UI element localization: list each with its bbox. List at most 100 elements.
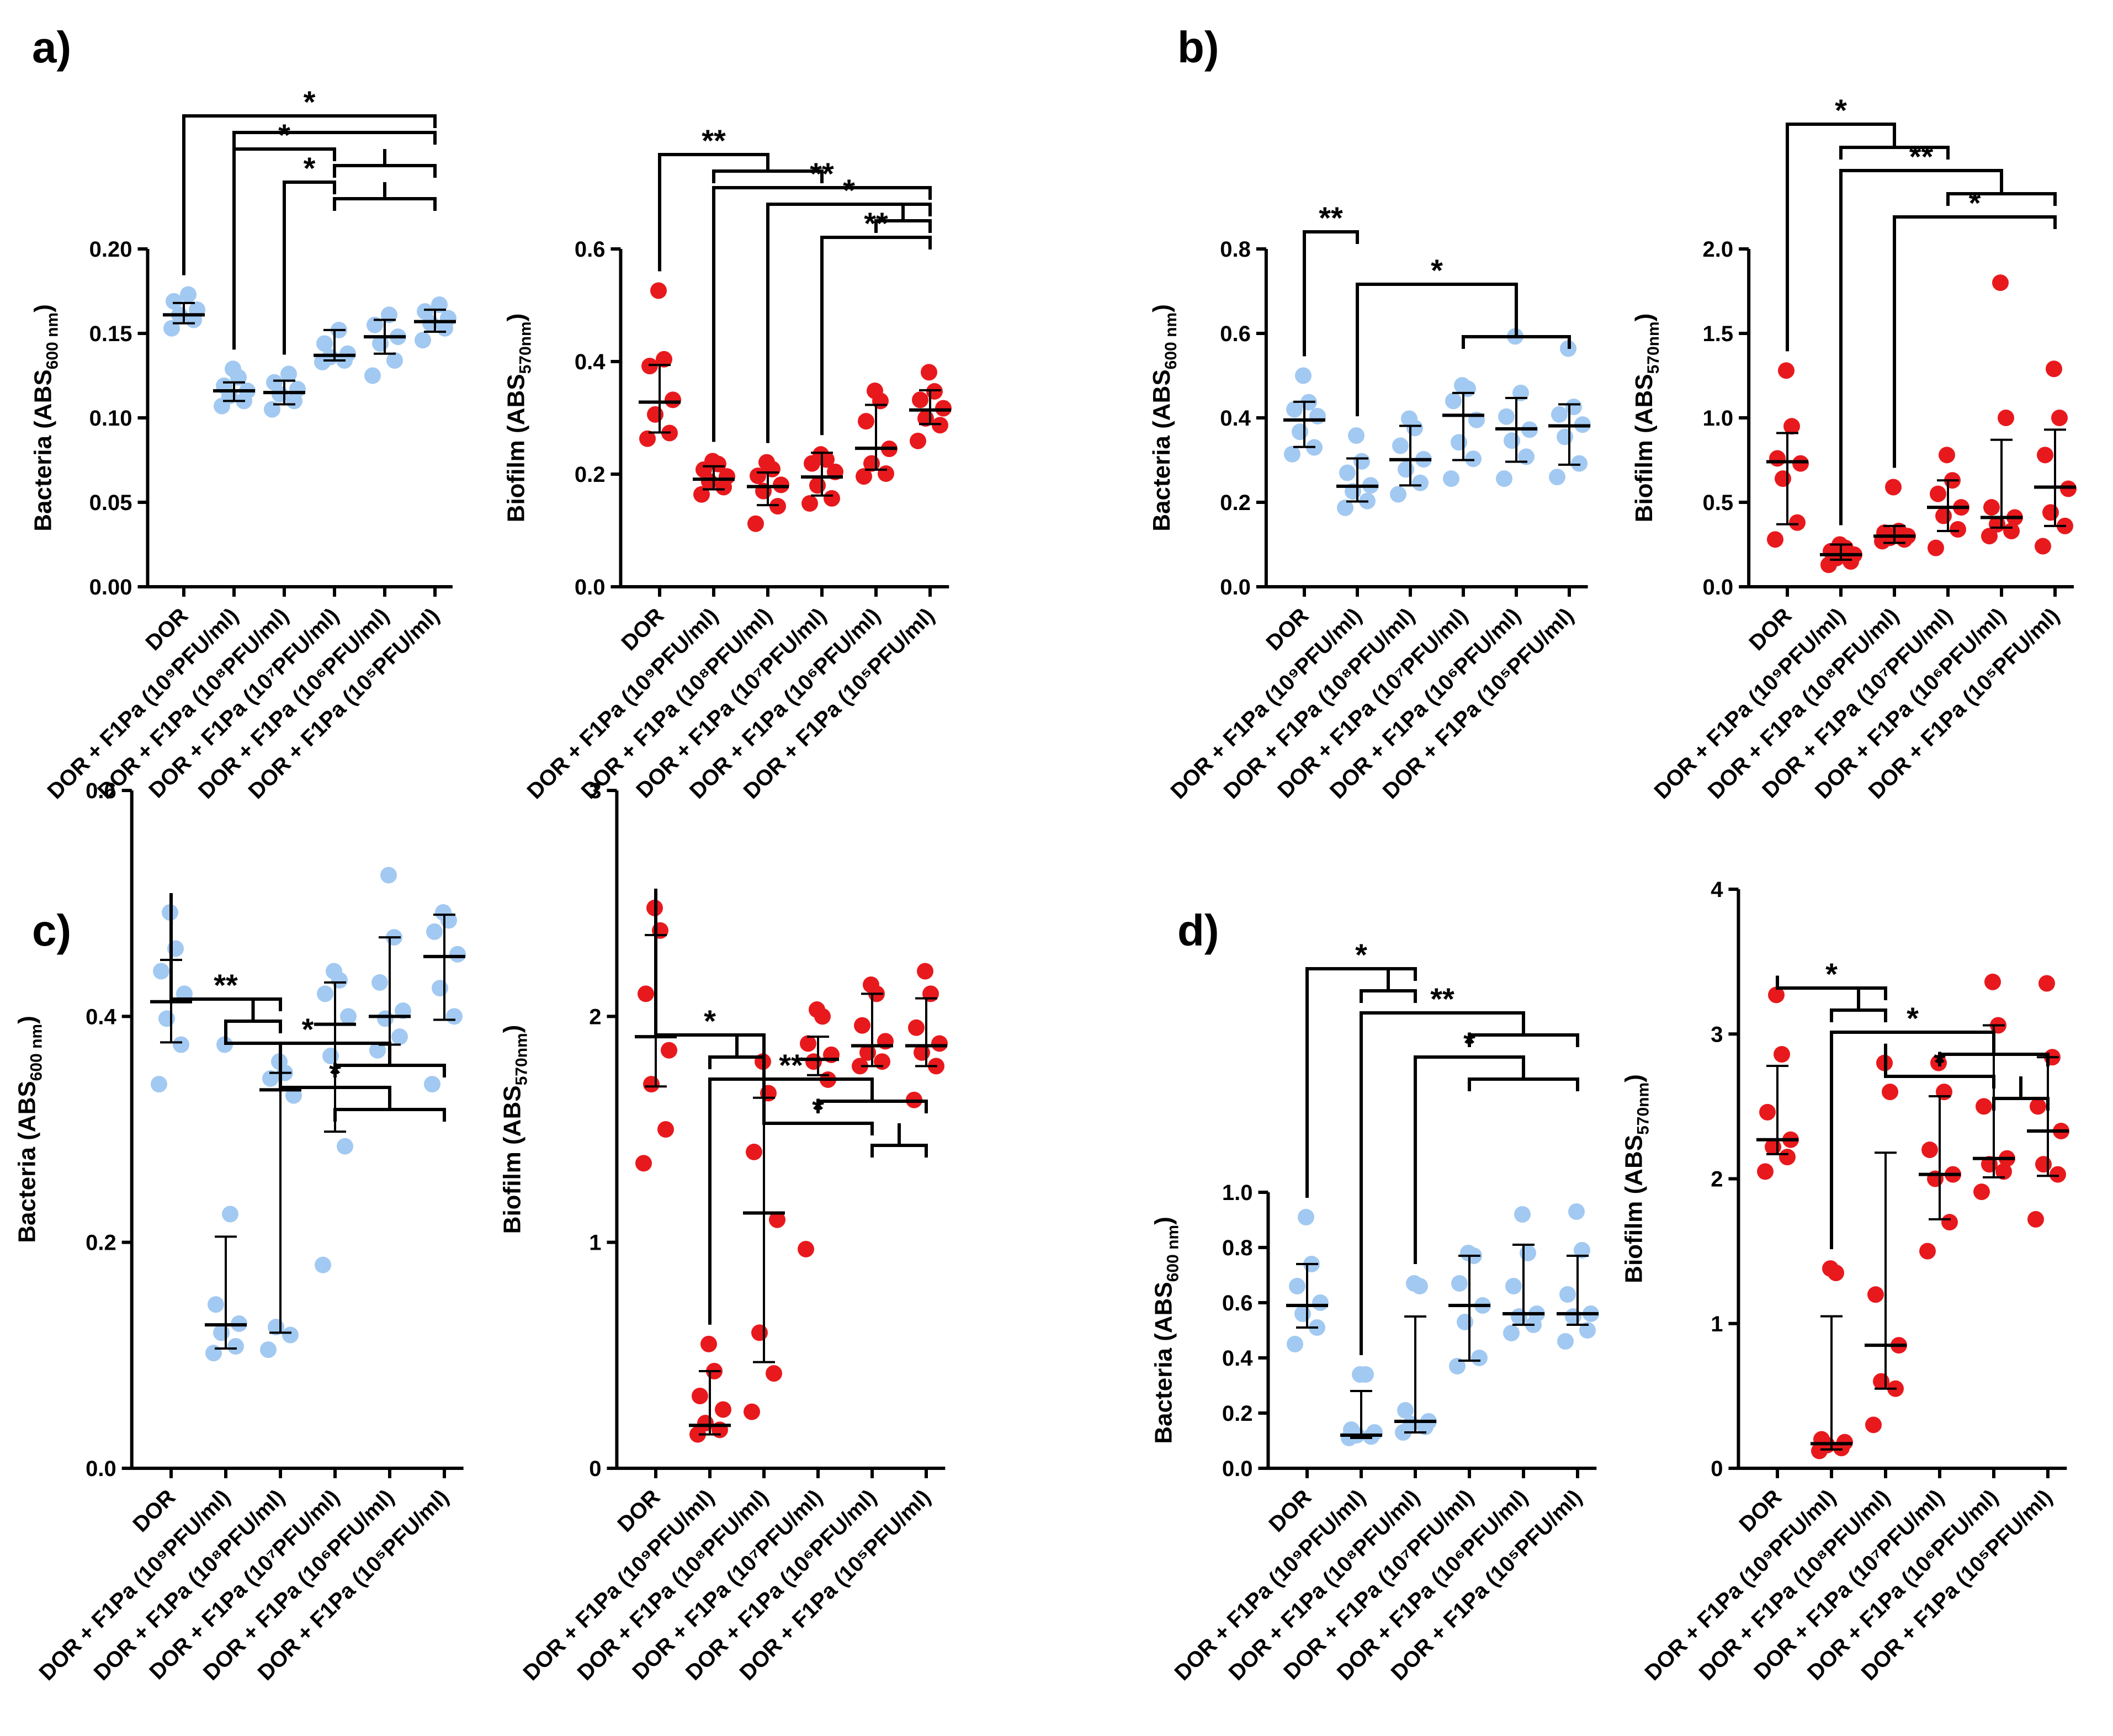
y-axis-label-sub: 570nm	[1644, 321, 1663, 374]
data-point	[1936, 1084, 1952, 1101]
y-axis-label-close: )	[498, 1025, 525, 1033]
data-point	[1865, 1416, 1882, 1434]
data-point	[809, 1001, 825, 1018]
significance-bracket	[654, 888, 766, 1047]
y-tick-label: 0.10	[89, 406, 132, 431]
data-point	[747, 515, 764, 532]
data-point	[1471, 1350, 1488, 1366]
data-point	[158, 1010, 175, 1027]
y-tick-label: 0.5	[1703, 491, 1734, 515]
data-point	[1312, 1294, 1329, 1311]
y-axis-label: Bacteria (ABS600 nm)	[1150, 1217, 1182, 1443]
y-tick-label: 0	[589, 1457, 601, 1481]
significance-label: *	[1969, 185, 1981, 220]
data-point	[317, 985, 333, 1002]
data-point	[151, 1076, 167, 1093]
significance-label: *	[304, 84, 316, 119]
significance-bracket	[766, 203, 932, 443]
data-point	[801, 495, 818, 512]
data-point	[1928, 539, 1944, 556]
y-axis-label-close: )	[29, 304, 56, 312]
significance-bracket	[1839, 124, 1950, 160]
data-point	[1298, 1209, 1314, 1225]
data-point	[856, 468, 872, 485]
significance-bracket	[1468, 1057, 1579, 1091]
data-point	[917, 963, 933, 980]
y-tick-label: 1	[1711, 1312, 1723, 1336]
data-point	[337, 1138, 353, 1155]
significance-bracket	[712, 155, 824, 183]
data-point	[1551, 406, 1568, 423]
data-point	[1401, 410, 1417, 427]
data-point	[1930, 485, 1946, 502]
data-point	[2030, 1098, 2046, 1115]
data-point	[1294, 1305, 1311, 1322]
data-point	[1768, 986, 1785, 1004]
data-point	[1983, 499, 2000, 516]
data-point	[1443, 470, 1459, 487]
significance-bracket	[1830, 1031, 1995, 1250]
significance-label: **	[702, 123, 726, 158]
data-point	[1921, 1142, 1938, 1159]
data-point	[225, 360, 241, 378]
data-point	[1774, 1045, 1790, 1063]
data-point	[1504, 432, 1520, 449]
data-point	[1995, 1163, 2012, 1180]
data-point	[1779, 1149, 1796, 1166]
y-tick-label: 3	[1711, 1022, 1723, 1047]
data-point	[1998, 410, 2014, 426]
y-tick-label: 0.2	[1220, 491, 1251, 515]
data-point	[2042, 504, 2059, 521]
data-point	[647, 406, 663, 423]
data-point	[1309, 407, 1326, 424]
data-point	[1549, 469, 1565, 486]
data-point	[1574, 1242, 1590, 1259]
significance-bracket	[333, 1087, 446, 1122]
significance-bracket	[1839, 169, 2003, 525]
significance-label: *	[812, 1092, 824, 1127]
data-point	[289, 380, 306, 397]
y-axis-label-close: )	[14, 1016, 41, 1024]
data-point	[1295, 367, 1312, 384]
data-point	[1496, 470, 1512, 487]
data-point	[1514, 1206, 1531, 1223]
y-axis-label: Bacteria (ABS600 nm)	[14, 1016, 46, 1243]
data-point	[809, 477, 826, 494]
significance-bracket	[232, 147, 336, 350]
data-point	[926, 383, 943, 400]
significance-label: **	[1319, 200, 1343, 235]
y-axis-label-main: Biofilm (ABS	[498, 1085, 525, 1234]
data-point	[798, 1240, 814, 1257]
significance-bracket	[333, 149, 437, 178]
data-point	[1941, 1214, 1958, 1231]
data-point	[656, 351, 672, 368]
panel-label-d: d)	[1177, 906, 1219, 955]
significance-bracket	[1893, 215, 2057, 468]
y-tick-label: 0.20	[89, 237, 132, 262]
data-point	[1348, 427, 1365, 444]
data-point	[1950, 521, 1966, 538]
data-point	[908, 1019, 925, 1036]
significance-label: *	[1431, 253, 1443, 288]
y-tick-label: 0.4	[575, 350, 606, 374]
data-point	[746, 1143, 762, 1160]
data-point	[2037, 447, 2053, 464]
data-point	[1769, 450, 1786, 467]
data-point	[1767, 531, 1783, 548]
data-point	[1919, 1243, 1936, 1260]
data-point	[858, 413, 874, 430]
data-point	[266, 374, 283, 391]
y-tick-label: 0.0	[1220, 575, 1251, 599]
y-tick-label: 0.6	[1220, 322, 1251, 346]
data-point	[1867, 1286, 1884, 1303]
data-point	[1792, 455, 1809, 472]
y-tick-label: 0.00	[89, 575, 132, 599]
data-point	[432, 980, 448, 997]
data-point	[1505, 1278, 1522, 1294]
data-point	[2027, 1211, 2044, 1228]
y-tick-label: 2	[1711, 1167, 1723, 1192]
data-point	[766, 1365, 782, 1382]
data-point	[260, 1341, 277, 1358]
